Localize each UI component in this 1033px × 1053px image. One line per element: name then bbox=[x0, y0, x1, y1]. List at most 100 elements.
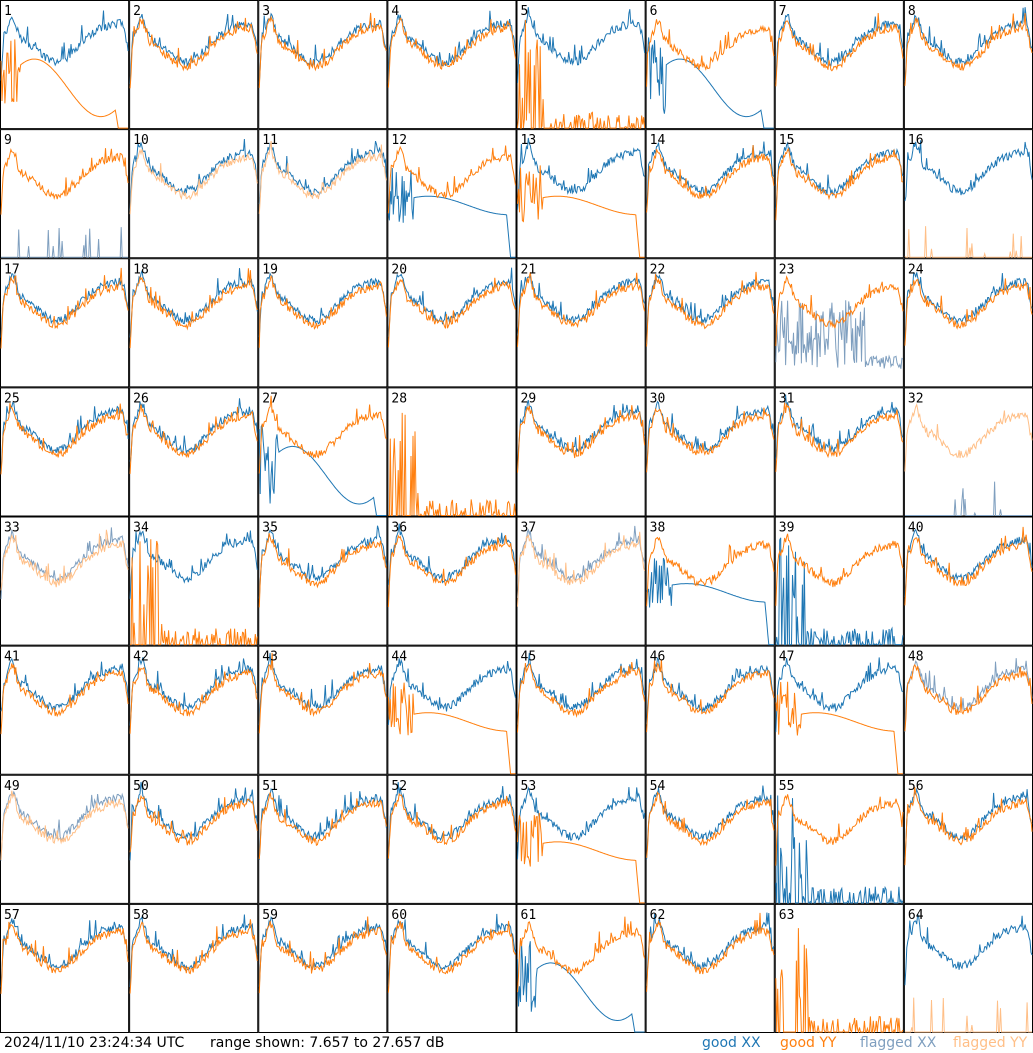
timestamp: 2024/11/10 23:24:34 UTC bbox=[4, 1035, 185, 1051]
series-yy-55 bbox=[775, 794, 904, 866]
panel-13: 13 bbox=[516, 129, 646, 259]
panel-label: 10 bbox=[133, 133, 149, 148]
panel-frame bbox=[645, 0, 775, 130]
panel-11: 11 bbox=[258, 129, 388, 259]
series-xx-54 bbox=[646, 785, 775, 860]
panel-frame bbox=[774, 774, 904, 904]
series-xx-23 bbox=[775, 300, 904, 369]
panel-label: 63 bbox=[779, 908, 795, 923]
panel-10: 10 bbox=[129, 129, 259, 259]
panel-60: 60 bbox=[387, 903, 517, 1033]
series-xx-9 bbox=[1, 227, 129, 258]
series-xx-10 bbox=[129, 138, 258, 211]
panel-41: 41 bbox=[0, 645, 130, 775]
series-yy-2 bbox=[129, 17, 258, 89]
panel-frame bbox=[129, 903, 259, 1033]
series-xx-57 bbox=[0, 918, 129, 988]
panel-frame bbox=[903, 774, 1033, 904]
series-xx-24 bbox=[904, 271, 1033, 344]
panel-label: 53 bbox=[521, 779, 537, 794]
footer: 2024/11/10 23:24:34 UTC range shown: 7.6… bbox=[0, 1033, 1033, 1053]
panel-label: 3 bbox=[262, 4, 270, 19]
panel-24: 24 bbox=[903, 258, 1033, 388]
series-yy-57 bbox=[0, 921, 129, 994]
panel-label: 52 bbox=[391, 779, 407, 794]
panel-frame bbox=[258, 129, 388, 259]
panel-label: 24 bbox=[908, 262, 924, 277]
series-yy-33 bbox=[0, 529, 129, 591]
panel-label: 15 bbox=[779, 133, 795, 148]
series-yy-30 bbox=[646, 407, 775, 473]
panel-label: 6 bbox=[650, 4, 658, 19]
panel-label: 33 bbox=[4, 521, 20, 536]
series-xx-60 bbox=[387, 913, 516, 987]
panel-62: 62 bbox=[645, 903, 775, 1033]
panel-frame bbox=[129, 387, 259, 517]
panel-59: 59 bbox=[258, 903, 388, 1033]
series-yy-48 bbox=[904, 663, 1033, 732]
panel-label: 54 bbox=[650, 779, 666, 794]
panel-label: 26 bbox=[133, 391, 149, 406]
series-yy-21 bbox=[517, 272, 646, 347]
panel-39: 39 bbox=[774, 516, 904, 646]
panel-frame bbox=[258, 516, 388, 646]
panel-frame bbox=[774, 387, 904, 517]
series-xx-61 bbox=[517, 941, 645, 1033]
panel-frame bbox=[387, 516, 517, 646]
series-yy-17 bbox=[0, 267, 129, 349]
series-xx-53 bbox=[517, 786, 646, 860]
panel-2: 2 bbox=[129, 0, 259, 130]
series-yy-23 bbox=[775, 275, 904, 347]
panel-40: 40 bbox=[903, 516, 1033, 646]
panel-frame bbox=[645, 258, 775, 388]
panel-frame bbox=[645, 516, 775, 646]
panel-frame bbox=[387, 645, 517, 775]
series-yy-62 bbox=[646, 912, 775, 992]
panel-frame bbox=[387, 903, 517, 1033]
panel-17: 17 bbox=[0, 258, 130, 388]
series-yy-43 bbox=[258, 652, 387, 734]
series-yy-16 bbox=[904, 226, 1032, 258]
panel-36: 36 bbox=[387, 516, 517, 646]
series-xx-14 bbox=[646, 141, 775, 210]
panel-53: 53 bbox=[516, 774, 646, 904]
panel-label: 55 bbox=[779, 779, 795, 794]
panel-label: 29 bbox=[521, 391, 537, 406]
panel-frame bbox=[774, 516, 904, 646]
panel-frame bbox=[387, 129, 517, 259]
panel-frame bbox=[774, 129, 904, 259]
panel-frame bbox=[903, 903, 1033, 1033]
series-xx-55 bbox=[775, 795, 904, 905]
panel-label: 50 bbox=[133, 779, 149, 794]
series-yy-61 bbox=[517, 916, 646, 993]
series-yy-50 bbox=[129, 794, 258, 853]
panel-frame bbox=[516, 387, 646, 517]
legend-good-xx: good XX bbox=[702, 1035, 761, 1051]
series-xx-62 bbox=[646, 912, 775, 986]
panel-label: 64 bbox=[908, 908, 924, 923]
series-xx-41 bbox=[0, 657, 129, 712]
series-yy-26 bbox=[129, 404, 258, 474]
panel-1: 1 bbox=[0, 0, 130, 130]
panel-label: 14 bbox=[650, 133, 666, 148]
panel-label: 39 bbox=[779, 521, 795, 536]
panel-44: 44 bbox=[387, 645, 517, 775]
series-yy-6 bbox=[646, 19, 775, 87]
series-yy-45 bbox=[517, 661, 646, 733]
panel-34: 34 bbox=[129, 516, 259, 646]
panel-label: 30 bbox=[650, 391, 666, 406]
series-xx-48 bbox=[904, 658, 1033, 732]
panel-50: 50 bbox=[129, 774, 259, 904]
series-xx-45 bbox=[517, 652, 646, 725]
panel-label: 58 bbox=[133, 908, 149, 923]
series-xx-59 bbox=[258, 916, 387, 987]
series-yy-42 bbox=[129, 666, 258, 734]
panel-33: 33 bbox=[0, 516, 130, 646]
series-xx-40 bbox=[904, 528, 1033, 598]
panel-19: 19 bbox=[258, 258, 388, 388]
panel-4: 4 bbox=[387, 0, 517, 130]
panel-32: 32 bbox=[903, 387, 1033, 517]
panel-21: 21 bbox=[516, 258, 646, 388]
series-xx-46 bbox=[646, 657, 775, 725]
